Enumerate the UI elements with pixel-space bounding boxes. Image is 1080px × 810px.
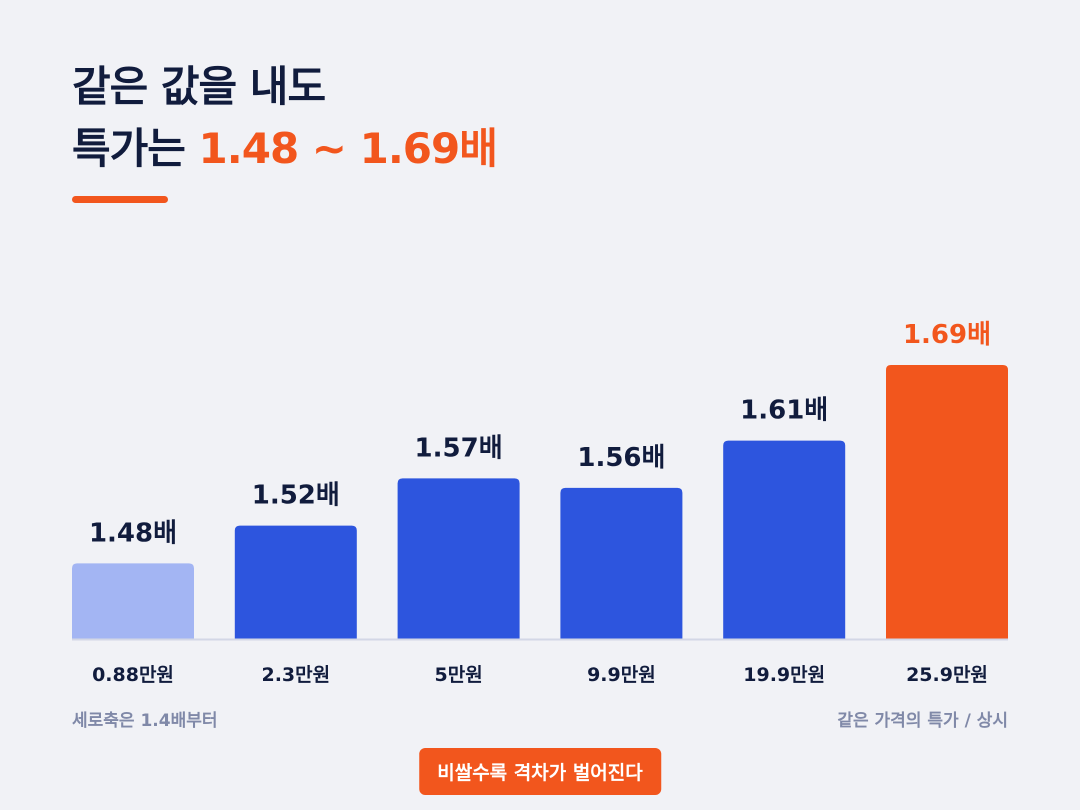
value-label-6: 1.69배 [903,320,991,350]
title-underline [72,196,168,203]
bar-3 [397,478,520,639]
bar-chart: 1.48배 0.88만원 1.52배 2.3만원 1.57배 5만원 1.56배 9.9만원 1… [72,320,1008,686]
title-line-1: 같은 값을 내도 [72,62,326,111]
axis-note: 세로축은 1.4배부터 [72,711,218,731]
bar-1 [72,563,194,639]
value-label-2: 1.52배 [252,481,340,511]
value-label-5: 1.61배 [740,396,828,426]
title-line-2-prefix: 특가는 [72,124,199,173]
bar-6 [886,365,1008,639]
category-label-2: 2.3만원 [261,664,330,686]
bar-4 [560,487,683,639]
category-label-6: 25.9만원 [906,664,988,686]
category-label-3: 5만원 [435,664,483,686]
category-label-1: 0.88만원 [92,664,174,686]
title-highlight: 1.48 ~ 1.69배 [198,124,498,173]
value-label-3: 1.57배 [415,433,503,463]
bar-5 [723,440,846,639]
conclusion-badge: 비쌀수록 격차가 벌어진다 [419,748,661,795]
value-label-1: 1.48배 [89,518,177,548]
category-label-5: 19.9만원 [743,664,825,686]
bar-2 [234,525,357,639]
category-label-4: 9.9만원 [587,664,656,686]
title-line-2: 특가는 1.48 ~ 1.69배 [72,118,498,180]
value-label-4: 1.56배 [577,443,665,473]
legend-note: 같은 가격의 특가 / 상시 [837,711,1008,731]
chart-title: 같은 값을 내도 특가는 1.48 ~ 1.69배 [72,56,498,180]
